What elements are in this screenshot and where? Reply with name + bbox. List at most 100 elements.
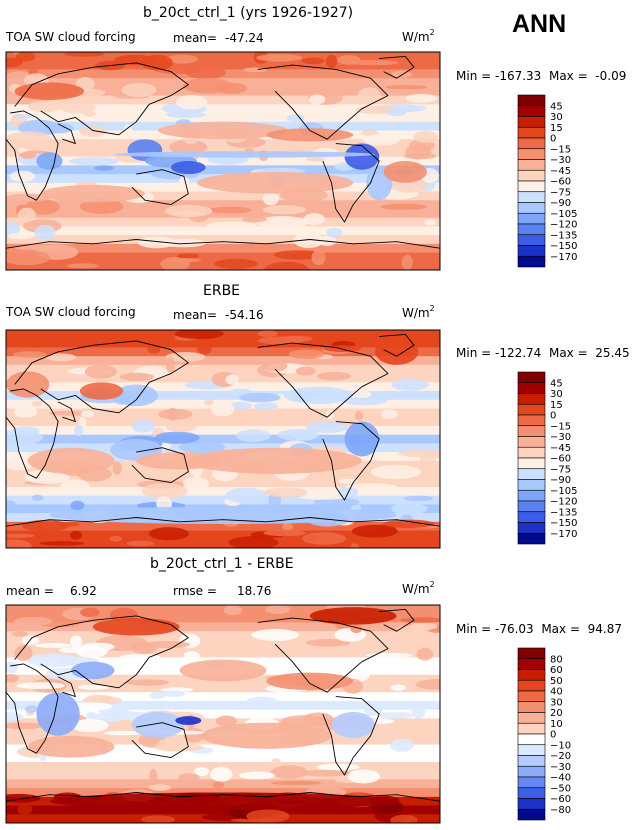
colorbar-tick-label: −75: [550, 464, 571, 475]
colorbar-swatch: [517, 798, 546, 810]
panel-3-units: W/m2: [402, 580, 435, 596]
colorbar-swatch: [517, 191, 546, 203]
panel-1-max-value: -0.09: [595, 69, 627, 83]
colorbar-swatch: [517, 808, 546, 821]
colorbar-swatch: [517, 755, 546, 767]
colorbar-swatch: [517, 446, 546, 459]
colorbar-tick-label: 0: [550, 730, 556, 741]
colorbar-tick-label: 0: [550, 134, 556, 145]
colorbar-tick-label: −60: [550, 454, 571, 465]
colorbar-swatch: [517, 223, 546, 236]
colorbar-tick-label: −30: [550, 762, 571, 773]
colorbar-tick-label: 30: [550, 697, 563, 708]
colorbar-tick-label: 30: [550, 389, 563, 400]
colorbar-tick-label: −105: [550, 209, 577, 220]
colorbar-tick-label: −15: [550, 144, 571, 155]
colorbar-swatch: [517, 169, 546, 182]
panel-3-min-value: -76.03: [495, 622, 534, 636]
colorbar-tick-label: 40: [550, 687, 563, 698]
colorbar-swatch: [517, 765, 546, 778]
colorbar-tick-label: −135: [550, 507, 577, 518]
panel-1-map: [5, 51, 441, 271]
colorbar-tick-label: −150: [550, 241, 577, 252]
panel-3-max-value: 94.87: [587, 622, 623, 636]
panel-1-min-value: -167.33: [495, 69, 542, 83]
panel-2-max-value: 25.45: [595, 346, 630, 360]
colorbar-swatch: [517, 148, 546, 160]
colorbar-swatch: [517, 679, 546, 692]
colorbar-tick-label: −60: [550, 177, 571, 188]
colorbar-tick-label: −90: [550, 198, 571, 209]
panel-3-title: b_20ct_ctrl_1 - ERBE: [150, 556, 294, 572]
colorbar-swatch: [517, 712, 546, 724]
panel-2-mean-value: -54.16: [225, 308, 264, 322]
colorbar-tick-label: −50: [550, 783, 571, 794]
colorbar-swatch: [517, 234, 546, 246]
panel-3-rmse-value: 18.76: [237, 584, 272, 598]
panel-3-mean-value: 6.92: [70, 584, 97, 598]
colorbar-tick-label: −60: [550, 794, 571, 805]
colorbar-swatch: [517, 522, 546, 534]
panel-2-min-value: -122.74: [495, 346, 542, 360]
colorbar-swatch: [517, 436, 546, 448]
colorbar-tick-label: −150: [550, 518, 577, 529]
colorbar-tick-label: −170: [550, 529, 577, 540]
colorbar-tick-label: −30: [550, 432, 571, 443]
colorbar-swatch: [517, 159, 546, 171]
colorbar-tick-label: 15: [550, 123, 563, 134]
panel-1-title: b_20ct_ctrl_1 (yrs 1926-1927): [143, 5, 354, 21]
colorbar-tick-label: −20: [550, 751, 571, 762]
panel-2-colorbar: 4530150−15−30−45−60−75−90−105−120−135−15…: [517, 371, 577, 545]
colorbar-swatch: [517, 658, 546, 670]
colorbar-swatch: [517, 722, 546, 735]
colorbar-swatch: [517, 457, 546, 470]
colorbar-tick-label: −105: [550, 486, 577, 497]
colorbar-tick-label: 45: [550, 101, 563, 112]
colorbar-tick-label: −40: [550, 773, 571, 784]
colorbar-swatch: [517, 94, 546, 107]
colorbar-tick-label: −90: [550, 475, 571, 486]
colorbar-swatch: [517, 690, 546, 703]
colorbar-swatch: [517, 382, 546, 394]
panel-1-units: W/m2: [402, 28, 435, 44]
colorbar-tick-label: −170: [550, 252, 577, 263]
colorbar-tick-label: −10: [550, 740, 571, 751]
colorbar-swatch: [517, 414, 546, 427]
colorbar-swatch: [517, 532, 546, 545]
colorbar-swatch: [517, 393, 546, 405]
panel-1-mean-value: -47.24: [225, 31, 264, 45]
colorbar-swatch: [517, 669, 546, 681]
colorbar-tick-label: 45: [550, 378, 563, 389]
panel-3-rmse-label: rmse =: [173, 584, 217, 598]
colorbar-tick-label: 20: [550, 708, 563, 719]
colorbar-tick-label: −45: [550, 166, 571, 177]
colorbar-swatch: [517, 180, 546, 193]
colorbar-tick-label: −120: [550, 497, 577, 508]
colorbar-tick-label: −75: [550, 187, 571, 198]
colorbar-tick-label: 15: [550, 400, 563, 411]
panel-2-units: W/m2: [402, 304, 435, 320]
colorbar-swatch: [517, 733, 546, 746]
colorbar-tick-label: 60: [550, 665, 563, 676]
season-label: ANN: [512, 10, 567, 38]
colorbar-swatch: [517, 425, 546, 437]
colorbar-swatch: [517, 245, 546, 257]
panel-2-field-label: TOA SW cloud forcing: [6, 305, 136, 319]
colorbar-swatch: [517, 255, 546, 268]
colorbar-tick-label: 50: [550, 676, 563, 687]
colorbar-tick-label: −80: [550, 805, 571, 816]
colorbar-tick-label: −120: [550, 220, 577, 231]
panel-1-mean-label: mean=: [173, 31, 218, 45]
colorbar-swatch: [517, 479, 546, 491]
panel-2-map: [5, 329, 441, 549]
colorbar-swatch: [517, 511, 546, 523]
colorbar-swatch: [517, 701, 546, 713]
panel-1-minmax: Min = -167.33 Max = -0.09: [456, 69, 627, 83]
panel-3-mean-label: mean =: [6, 584, 54, 598]
colorbar-swatch: [517, 647, 546, 660]
colorbar-swatch: [517, 489, 546, 502]
colorbar-swatch: [517, 105, 546, 117]
panel-2-mean-label: mean=: [173, 308, 218, 322]
